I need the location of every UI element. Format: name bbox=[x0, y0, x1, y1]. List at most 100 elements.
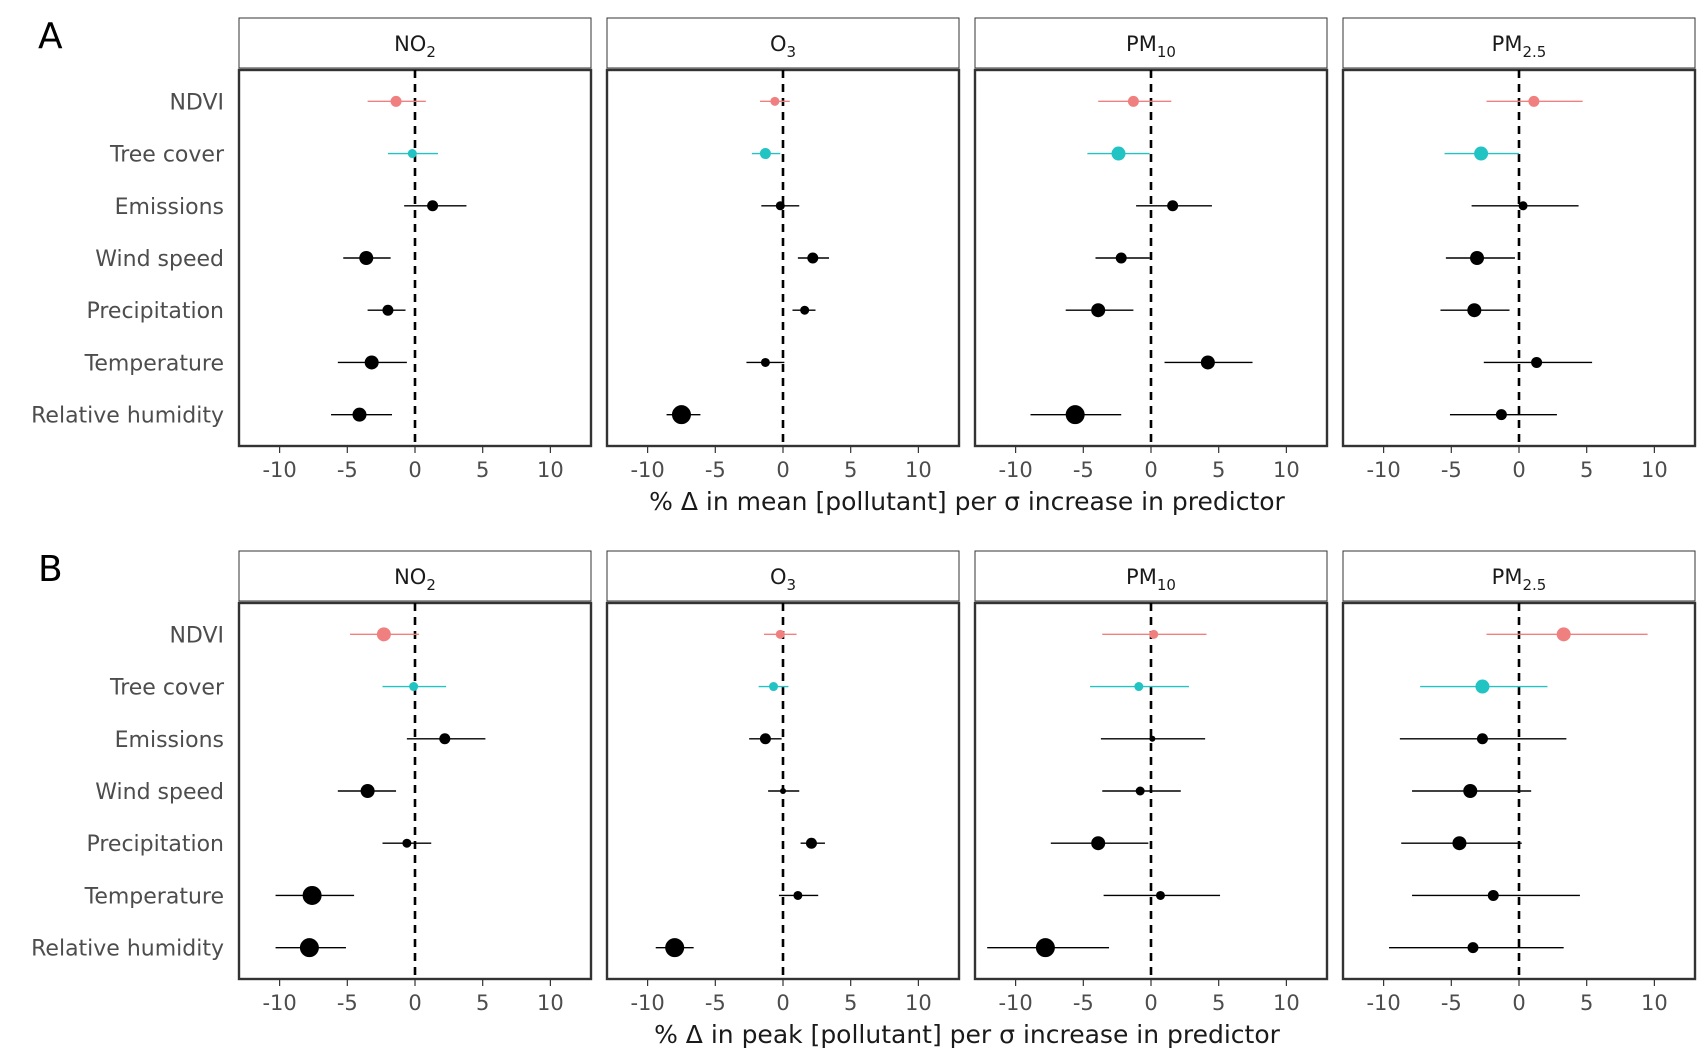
point-estimate bbox=[360, 784, 375, 798]
x-tick-label: 0 bbox=[408, 458, 421, 482]
x-tick-label: -5 bbox=[705, 458, 726, 482]
x-tick-label: -5 bbox=[337, 458, 358, 482]
point-estimate bbox=[402, 838, 412, 848]
point-estimate bbox=[299, 938, 319, 958]
chart-panel-b: B NDVI Tree cover Emissions Wind speed Precip… bbox=[31, 549, 1697, 1049]
facet-strip bbox=[606, 17, 960, 69]
x-tick-label: -5 bbox=[1441, 991, 1462, 1015]
point-estimate bbox=[760, 357, 770, 367]
facet-title-subscript: 3 bbox=[786, 43, 796, 61]
point-estimate bbox=[427, 200, 439, 212]
x-tick-label: 5 bbox=[1212, 991, 1225, 1015]
facet-title-main: O bbox=[770, 565, 787, 589]
predictor-label: Precipitation bbox=[86, 832, 224, 857]
facet-title: PM2.5 bbox=[1492, 32, 1547, 61]
facet-title-subscript: 2.5 bbox=[1522, 43, 1546, 61]
x-tick-label: 0 bbox=[1512, 458, 1525, 482]
point-estimate bbox=[1091, 836, 1106, 851]
point-estimate bbox=[1135, 786, 1145, 796]
predictor-label: Emissions bbox=[115, 728, 224, 753]
facet-title: O3 bbox=[770, 32, 796, 61]
facet-o3: O3 -10 -5 0 5 10 bbox=[605, 550, 961, 1015]
facet-no2: NO2 -10 -5 0 5 10 bbox=[237, 550, 593, 1015]
x-tick-label: 5 bbox=[1580, 991, 1593, 1015]
point-estimate bbox=[1065, 405, 1085, 425]
point-estimate bbox=[376, 627, 391, 642]
point-estimate bbox=[800, 305, 810, 315]
x-tick-label: 0 bbox=[776, 458, 789, 482]
predictor-label: Tree cover bbox=[109, 143, 225, 168]
x-tick-label: 5 bbox=[1580, 458, 1593, 482]
x-tick-label: -10 bbox=[998, 991, 1032, 1015]
x-tick-label: 0 bbox=[408, 991, 421, 1015]
point-estimate bbox=[1467, 942, 1479, 954]
point-estimate bbox=[1134, 682, 1144, 692]
point-estimate bbox=[1474, 146, 1489, 161]
facet-pm25: PM2.5 -10 -5 0 5 10 bbox=[1341, 17, 1697, 482]
x-axis-title: % Δ in peak [pollutant] per σ increase i… bbox=[654, 1020, 1281, 1049]
x-tick-label: 10 bbox=[537, 991, 564, 1015]
facet-title-main: O bbox=[770, 32, 787, 56]
point-estimate bbox=[1531, 356, 1543, 368]
point-estimate bbox=[1091, 303, 1106, 318]
x-tick-label: 0 bbox=[776, 991, 789, 1015]
x-tick-label: 10 bbox=[905, 458, 932, 482]
facet-title: PM10 bbox=[1126, 565, 1176, 594]
point-estimate bbox=[1470, 251, 1485, 265]
predictor-label: Emissions bbox=[115, 195, 224, 220]
point-estimate bbox=[759, 733, 771, 745]
chart-panel-a: A NDVI Tree cover Emissions Wind speed Precip… bbox=[31, 16, 1697, 516]
facet-strip bbox=[238, 17, 592, 69]
point-estimate bbox=[382, 304, 394, 316]
x-tick-label: 0 bbox=[1144, 991, 1157, 1015]
predictor-label: NDVI bbox=[169, 623, 224, 648]
predictor-label: Tree cover bbox=[109, 676, 225, 701]
x-tick-label: 5 bbox=[476, 458, 489, 482]
x-tick-label: 5 bbox=[844, 458, 857, 482]
point-estimate bbox=[780, 788, 786, 794]
facet-title: PM2.5 bbox=[1492, 565, 1547, 594]
facet-title-subscript: 10 bbox=[1157, 43, 1176, 61]
x-tick-label: -5 bbox=[1441, 458, 1462, 482]
facet-title-subscript: 2 bbox=[426, 43, 436, 61]
x-tick-label: -10 bbox=[630, 991, 664, 1015]
x-tick-label: -10 bbox=[1366, 458, 1400, 482]
x-tick-label: 0 bbox=[1512, 991, 1525, 1015]
facet-strip bbox=[606, 550, 960, 602]
facet-title-main: PM bbox=[1492, 32, 1523, 56]
x-tick-label: 10 bbox=[1273, 991, 1300, 1015]
facet-strip bbox=[1342, 17, 1696, 69]
predictor-label: Relative humidity bbox=[31, 937, 224, 962]
x-tick-label: 10 bbox=[1273, 458, 1300, 482]
point-estimate bbox=[1127, 95, 1139, 107]
x-tick-label: 5 bbox=[476, 991, 489, 1015]
panel-letter: B bbox=[38, 549, 63, 590]
x-tick-label: -5 bbox=[705, 991, 726, 1015]
facet-pm10: PM10-10 -5 0 5 10 bbox=[973, 17, 1329, 482]
point-estimate bbox=[1035, 938, 1055, 958]
facet-title-main: PM bbox=[1126, 32, 1157, 56]
facet-title-subscript: 3 bbox=[786, 576, 796, 594]
x-tick-label: -10 bbox=[262, 458, 296, 482]
predictor-label: Wind speed bbox=[95, 780, 224, 805]
x-tick-label: -10 bbox=[262, 991, 296, 1015]
x-tick-label: 10 bbox=[537, 458, 564, 482]
x-tick-label: -10 bbox=[998, 458, 1032, 482]
point-estimate bbox=[390, 95, 402, 107]
point-estimate bbox=[1452, 836, 1467, 851]
point-estimate bbox=[793, 890, 803, 900]
point-estimate bbox=[1475, 679, 1490, 694]
x-tick-label: 5 bbox=[1212, 458, 1225, 482]
point-estimate bbox=[775, 201, 785, 211]
x-tick-label: 0 bbox=[1144, 458, 1157, 482]
x-tick-label: -10 bbox=[630, 458, 664, 482]
point-estimate bbox=[807, 252, 819, 264]
facet-title: O3 bbox=[770, 565, 796, 594]
facet-strip bbox=[1342, 550, 1696, 602]
point-estimate bbox=[302, 885, 322, 905]
x-tick-label: 10 bbox=[1641, 991, 1668, 1015]
point-estimate bbox=[1495, 409, 1507, 421]
facet-title-subscript: 10 bbox=[1157, 576, 1176, 594]
facet-title-main: PM bbox=[1126, 565, 1157, 589]
facet-title-subscript: 2 bbox=[426, 576, 436, 594]
